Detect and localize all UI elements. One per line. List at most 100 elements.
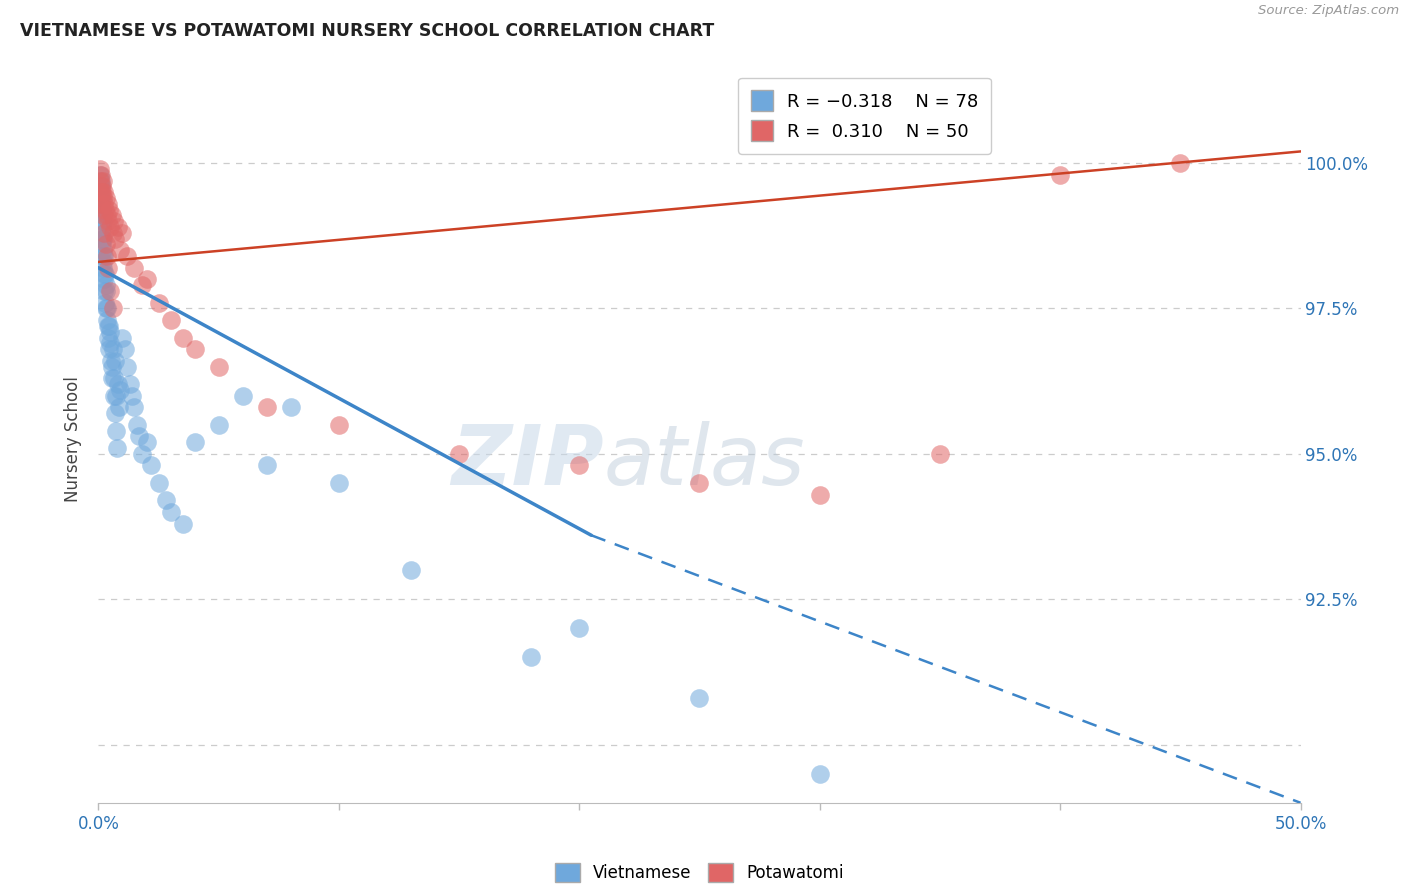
Point bbox=[101, 226, 124, 240]
Point bbox=[148, 475, 170, 490]
Point bbox=[98, 202, 121, 217]
Point bbox=[135, 272, 157, 286]
Point bbox=[96, 284, 118, 298]
Point bbox=[568, 621, 591, 635]
Point bbox=[183, 342, 205, 356]
Point bbox=[93, 226, 115, 240]
Point bbox=[91, 214, 114, 228]
Text: atlas: atlas bbox=[603, 421, 806, 501]
Point bbox=[159, 313, 181, 327]
Point bbox=[91, 244, 114, 258]
Point bbox=[689, 475, 711, 490]
Point bbox=[100, 359, 122, 374]
Point bbox=[98, 336, 121, 351]
Point bbox=[172, 330, 194, 344]
Text: ZIP: ZIP bbox=[451, 421, 603, 501]
Point bbox=[93, 185, 115, 199]
Point bbox=[108, 244, 131, 258]
Point bbox=[135, 435, 157, 450]
Point bbox=[90, 179, 112, 194]
Point bbox=[91, 249, 114, 263]
Point bbox=[90, 202, 112, 217]
Point bbox=[91, 260, 114, 275]
Point bbox=[93, 196, 115, 211]
Point bbox=[100, 208, 122, 222]
Point bbox=[124, 401, 146, 415]
Point bbox=[94, 237, 117, 252]
Point bbox=[103, 214, 125, 228]
Point bbox=[104, 232, 127, 246]
Point bbox=[328, 475, 350, 490]
Point bbox=[94, 202, 117, 217]
Point bbox=[114, 342, 136, 356]
Point bbox=[91, 232, 114, 246]
Point bbox=[100, 284, 122, 298]
Point bbox=[131, 447, 153, 461]
Point bbox=[568, 458, 591, 473]
Point bbox=[90, 196, 112, 211]
Point bbox=[93, 267, 115, 281]
Point bbox=[100, 220, 122, 235]
Point bbox=[107, 220, 129, 235]
Point bbox=[91, 185, 114, 199]
Point bbox=[128, 429, 150, 443]
Point bbox=[256, 458, 278, 473]
Point bbox=[91, 237, 114, 252]
Point bbox=[96, 301, 118, 316]
Point bbox=[108, 383, 131, 397]
Point bbox=[89, 185, 111, 199]
Point bbox=[103, 371, 125, 385]
Point bbox=[1170, 156, 1192, 170]
Point bbox=[91, 191, 114, 205]
Legend: Vietnamese, Potawatomi: Vietnamese, Potawatomi bbox=[548, 856, 851, 889]
Point bbox=[94, 295, 117, 310]
Point bbox=[159, 505, 181, 519]
Text: VIETNAMESE VS POTAWATOMI NURSERY SCHOOL CORRELATION CHART: VIETNAMESE VS POTAWATOMI NURSERY SCHOOL … bbox=[20, 22, 714, 40]
Point bbox=[96, 196, 118, 211]
Point bbox=[90, 168, 112, 182]
Point bbox=[121, 389, 143, 403]
Point bbox=[104, 424, 127, 438]
Point bbox=[90, 185, 112, 199]
Point bbox=[100, 325, 122, 339]
Point bbox=[117, 249, 139, 263]
Point bbox=[103, 389, 125, 403]
Point bbox=[90, 208, 112, 222]
Point bbox=[89, 173, 111, 187]
Point bbox=[689, 691, 711, 706]
Point bbox=[104, 406, 127, 420]
Point bbox=[155, 493, 177, 508]
Point bbox=[328, 417, 350, 432]
Point bbox=[131, 278, 153, 293]
Point bbox=[90, 226, 112, 240]
Point bbox=[141, 458, 163, 473]
Point bbox=[98, 342, 121, 356]
Point bbox=[101, 301, 124, 316]
Point bbox=[93, 249, 115, 263]
Point bbox=[94, 267, 117, 281]
Point bbox=[148, 295, 170, 310]
Point bbox=[124, 260, 146, 275]
Point bbox=[399, 563, 422, 577]
Point bbox=[183, 435, 205, 450]
Point bbox=[208, 417, 231, 432]
Point bbox=[111, 330, 134, 344]
Point bbox=[280, 401, 302, 415]
Point bbox=[93, 272, 115, 286]
Point bbox=[105, 389, 128, 403]
Point bbox=[105, 441, 128, 455]
Point bbox=[100, 353, 122, 368]
Point bbox=[90, 173, 112, 187]
Point bbox=[107, 377, 129, 392]
Point bbox=[89, 168, 111, 182]
Point bbox=[108, 401, 131, 415]
Point bbox=[90, 191, 112, 205]
Point bbox=[101, 371, 124, 385]
Point bbox=[90, 220, 112, 235]
Point bbox=[101, 342, 124, 356]
Point bbox=[91, 232, 114, 246]
Point bbox=[96, 313, 118, 327]
Point bbox=[232, 389, 254, 403]
Point bbox=[520, 650, 543, 665]
Point bbox=[94, 301, 117, 316]
